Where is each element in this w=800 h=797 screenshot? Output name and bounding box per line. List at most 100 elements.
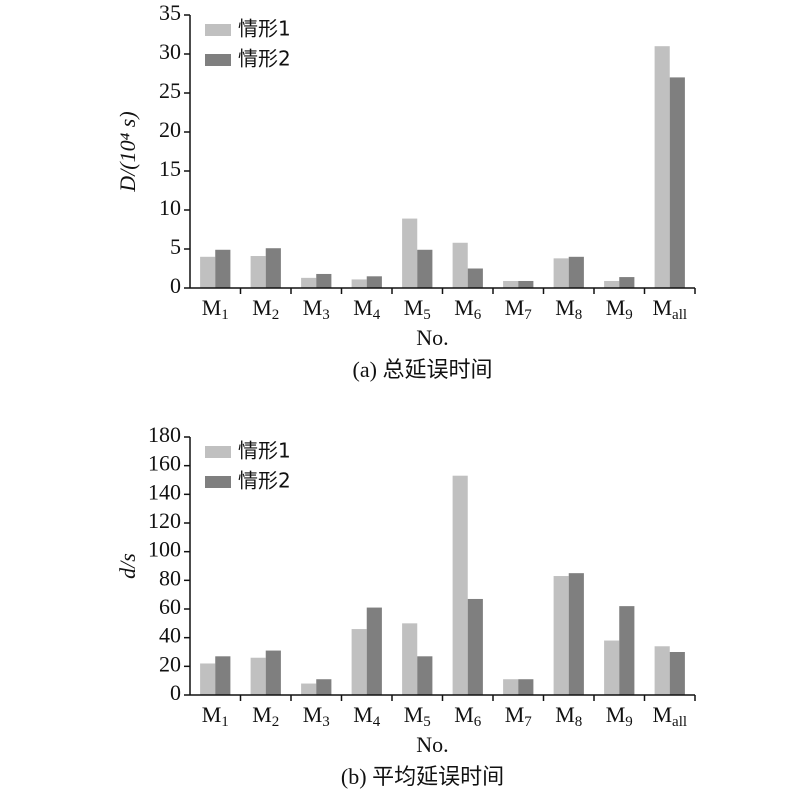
bar [200, 256, 216, 288]
legend-swatch [205, 24, 231, 36]
bar [351, 279, 367, 288]
y-tick-label: 80 [159, 565, 181, 590]
x-tick-label: M4 [353, 295, 381, 323]
category-sub: 5 [423, 307, 431, 323]
x-tick-label: M8 [555, 702, 582, 730]
x-tick-label: M9 [606, 295, 633, 323]
bar [452, 242, 468, 288]
bar [553, 258, 569, 288]
category-main: M [252, 295, 272, 320]
category-sub: 3 [322, 307, 330, 323]
bar [518, 679, 534, 695]
x-tick-label: M1 [202, 702, 229, 730]
y-tick-label: 160 [148, 451, 181, 476]
category-main: M [555, 295, 575, 320]
x-tick-label: M3 [303, 702, 330, 730]
y-tick-label: 35 [159, 0, 181, 25]
y-tick-label: 25 [159, 78, 181, 103]
category-main: M [555, 702, 575, 727]
bar [654, 46, 670, 289]
legend-swatch [205, 54, 231, 66]
bar [265, 248, 281, 288]
bar [402, 623, 418, 695]
bar [669, 77, 685, 289]
bar [619, 277, 635, 288]
y-tick-label: 5 [170, 234, 181, 259]
category-main: M [303, 295, 323, 320]
category-main: M [606, 295, 626, 320]
x-tick-label: M7 [505, 295, 533, 323]
category-main: M [353, 295, 373, 320]
bar [366, 607, 382, 695]
x-axis-label: No. [416, 325, 448, 350]
category-sub: 6 [474, 307, 482, 323]
y-tick-label: 100 [148, 537, 181, 562]
y-tick-label: 0 [170, 680, 181, 705]
y-tick-label: 120 [148, 508, 181, 533]
x-tick-label: M3 [303, 295, 330, 323]
x-tick-label: M6 [454, 295, 482, 323]
category-main: M [505, 295, 525, 320]
y-axis-label: d/s [115, 553, 140, 579]
category-sub: 1 [221, 714, 229, 730]
bar [467, 268, 483, 288]
bar [265, 650, 281, 695]
category-main: M [505, 702, 525, 727]
legend-label: 情形1 [238, 439, 291, 463]
category-main: M [252, 702, 272, 727]
bar [316, 679, 332, 695]
category-sub: 6 [474, 714, 482, 730]
bar [351, 629, 367, 695]
category-sub: 9 [625, 307, 633, 323]
bar [669, 652, 685, 695]
bar [402, 218, 418, 288]
bar [604, 640, 620, 695]
x-tick-label: M2 [252, 295, 279, 323]
bar [316, 273, 332, 288]
bar [301, 277, 317, 288]
bar [215, 249, 231, 288]
bar [503, 280, 519, 288]
category-main: M [652, 702, 672, 727]
y-tick-label: 30 [159, 39, 181, 64]
bar [467, 598, 483, 695]
y-tick-label: 20 [159, 117, 181, 142]
x-axis-label: No. [416, 732, 448, 757]
category-sub: 5 [423, 714, 431, 730]
y-tick-label: 140 [148, 479, 181, 504]
category-main: M [652, 295, 672, 320]
x-tick-label: M5 [404, 295, 431, 323]
category-sub: 1 [221, 307, 229, 323]
category-sub: 2 [272, 307, 280, 323]
category-sub: 4 [373, 714, 381, 730]
category-main: M [454, 295, 474, 320]
y-tick-label: 40 [159, 623, 181, 648]
bar [619, 606, 635, 695]
bar [568, 573, 584, 695]
category-main: M [353, 702, 373, 727]
x-tick-label: M7 [505, 702, 533, 730]
x-tick-label: M8 [555, 295, 582, 323]
legend-label: 情形2 [238, 469, 291, 493]
category-main: M [202, 702, 222, 727]
y-tick-label: 180 [148, 422, 181, 447]
bar [200, 663, 216, 695]
bar [604, 280, 620, 288]
bar [553, 576, 569, 695]
category-sub: 7 [524, 307, 532, 323]
category-main: M [404, 702, 424, 727]
legend-swatch [205, 446, 231, 458]
category-main: M [606, 702, 626, 727]
x-tick-label: M1 [202, 295, 229, 323]
category-sub: 3 [322, 714, 330, 730]
bar [654, 646, 670, 695]
category-sub: all [672, 714, 687, 730]
category-sub: 7 [524, 714, 532, 730]
legend-label: 情形1 [238, 17, 291, 41]
bar [215, 656, 231, 695]
category-main: M [454, 702, 474, 727]
bar [568, 256, 584, 288]
y-tick-label: 0 [170, 273, 181, 298]
bar [366, 276, 382, 288]
